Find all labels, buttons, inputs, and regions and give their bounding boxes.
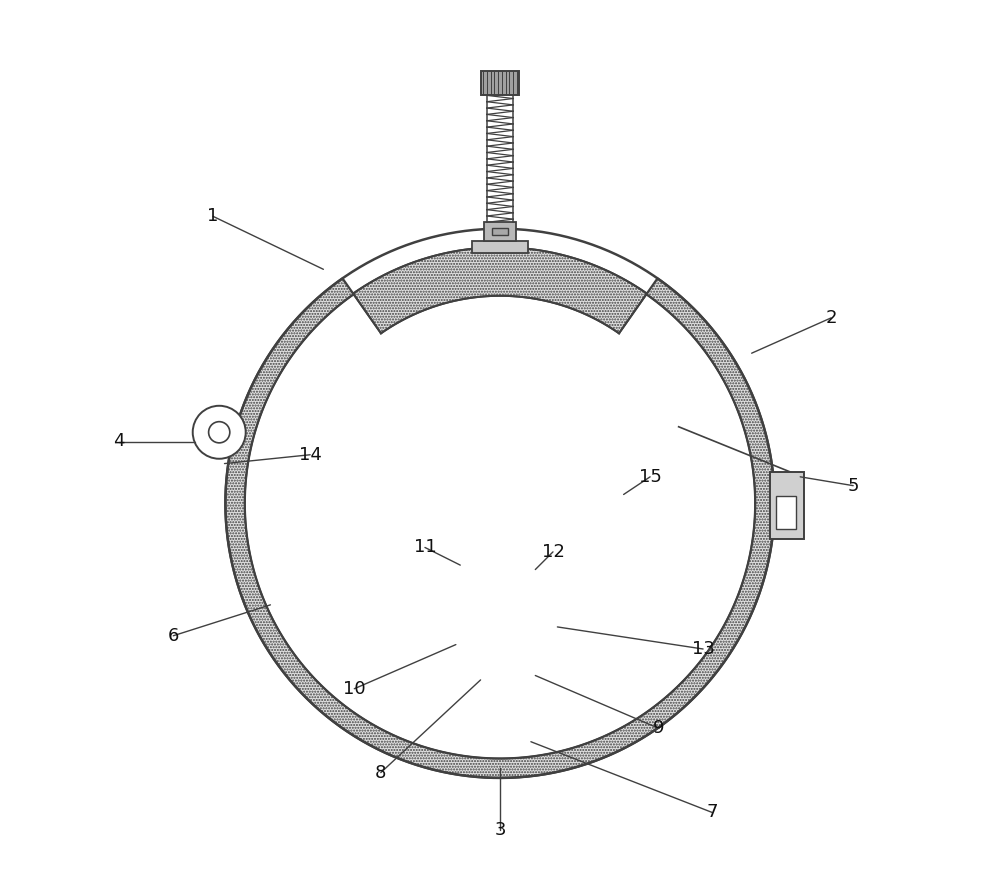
Bar (776, 495, 796, 529)
Circle shape (209, 422, 230, 443)
Polygon shape (225, 278, 775, 778)
Text: 2: 2 (825, 309, 837, 327)
Text: 8: 8 (375, 764, 386, 781)
Text: 1: 1 (207, 208, 219, 225)
Text: 6: 6 (168, 627, 179, 645)
Text: 5: 5 (847, 477, 859, 494)
Text: 3: 3 (494, 821, 506, 839)
Text: 7: 7 (706, 804, 718, 821)
Text: 14: 14 (299, 446, 322, 464)
Bar (481, 71, 519, 95)
Bar (770, 472, 804, 539)
Text: 13: 13 (692, 640, 715, 658)
Polygon shape (353, 247, 647, 333)
Circle shape (193, 406, 246, 459)
Text: 12: 12 (542, 543, 564, 561)
Bar (484, 223, 516, 241)
Text: 4: 4 (113, 433, 124, 450)
Bar (492, 228, 508, 235)
Text: 11: 11 (414, 539, 436, 556)
Text: 10: 10 (343, 680, 366, 698)
Text: 9: 9 (653, 720, 665, 737)
Bar (472, 241, 528, 253)
Text: 15: 15 (639, 468, 662, 486)
